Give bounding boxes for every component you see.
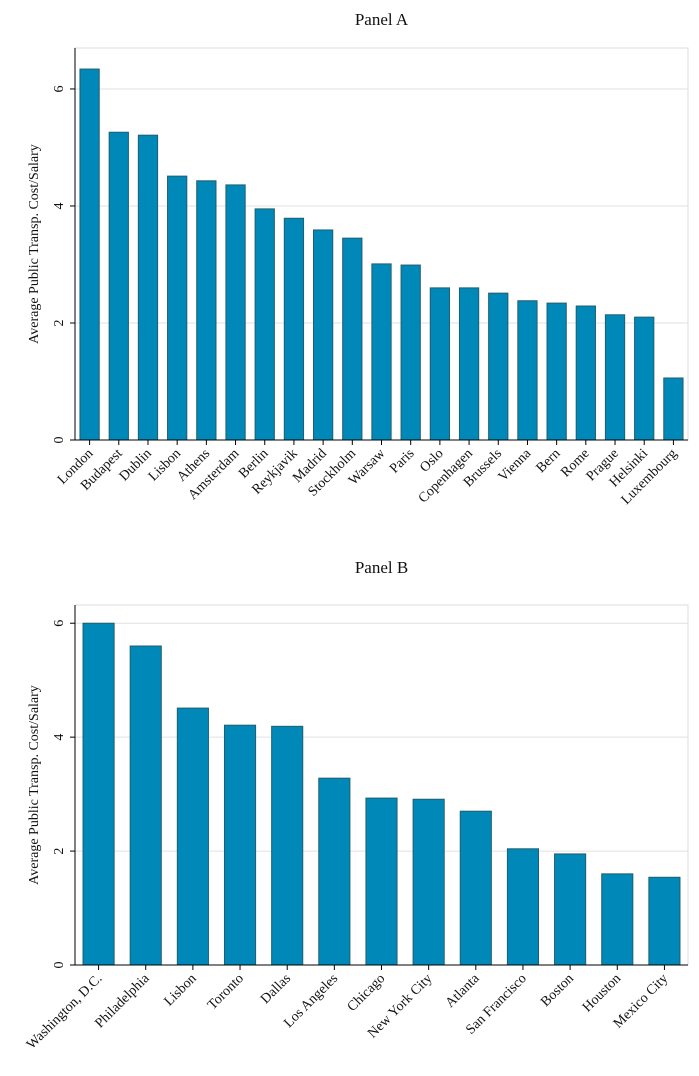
- bar: [129, 645, 162, 966]
- bar: [318, 777, 351, 966]
- x-tick-label: Washington, D.C.: [24, 971, 105, 1052]
- bar: [663, 377, 684, 441]
- x-tick-label: Atlanta: [443, 971, 483, 1011]
- bar: [223, 724, 257, 966]
- bar: [634, 316, 655, 441]
- bar: [554, 853, 587, 966]
- bar: [82, 622, 115, 966]
- bar: [429, 287, 451, 441]
- y-tick-label: 6: [52, 85, 67, 92]
- bar: [342, 237, 363, 441]
- y-axis-label: Average Public Transp. Cost/Salary: [27, 685, 42, 885]
- bar: [312, 229, 334, 441]
- chart-title: Panel A: [355, 10, 409, 29]
- y-tick-label: 4: [52, 734, 67, 741]
- bar: [488, 292, 509, 441]
- bar: [79, 68, 100, 441]
- bar: [176, 707, 209, 966]
- y-tick-label: 4: [52, 202, 67, 209]
- chart-title: Panel B: [355, 558, 408, 577]
- bar: [575, 305, 596, 441]
- bar: [601, 873, 634, 966]
- x-tick-label: Toronto: [205, 971, 247, 1013]
- bar: [648, 876, 681, 966]
- bar: [137, 134, 159, 441]
- bar: [167, 175, 188, 441]
- x-tick-label: Houston: [580, 971, 624, 1015]
- x-tick-label: Vienna: [496, 446, 535, 485]
- bar: [459, 810, 492, 966]
- bar: [604, 314, 626, 441]
- bar: [108, 131, 129, 441]
- bar: [517, 300, 538, 441]
- bar: [225, 184, 246, 441]
- y-tick-label: 2: [52, 319, 67, 326]
- y-tick-label: 0: [52, 962, 67, 969]
- x-tick-label: Chicago: [345, 971, 389, 1015]
- bar: [400, 264, 421, 441]
- bar: [365, 797, 398, 966]
- bar: [254, 208, 275, 441]
- bar: [412, 798, 445, 966]
- bar: [371, 263, 392, 441]
- bar: [458, 287, 480, 441]
- x-tick-label: Dublin: [117, 446, 155, 484]
- bar: [546, 302, 567, 441]
- bar: [196, 180, 217, 441]
- y-tick-label: 2: [52, 848, 67, 855]
- y-tick-label: 0: [52, 437, 67, 444]
- bar: [283, 217, 305, 441]
- bar: [271, 725, 304, 966]
- y-axis-label: Average Public Transp. Cost/Salary: [27, 144, 42, 344]
- x-tick-label: Boston: [538, 971, 577, 1010]
- y-tick-label: 6: [52, 620, 67, 627]
- x-tick-label: Lisbon: [162, 971, 200, 1009]
- x-tick-label: Paris: [387, 446, 417, 476]
- bar: [506, 848, 540, 966]
- x-tick-label: Dallas: [258, 971, 294, 1007]
